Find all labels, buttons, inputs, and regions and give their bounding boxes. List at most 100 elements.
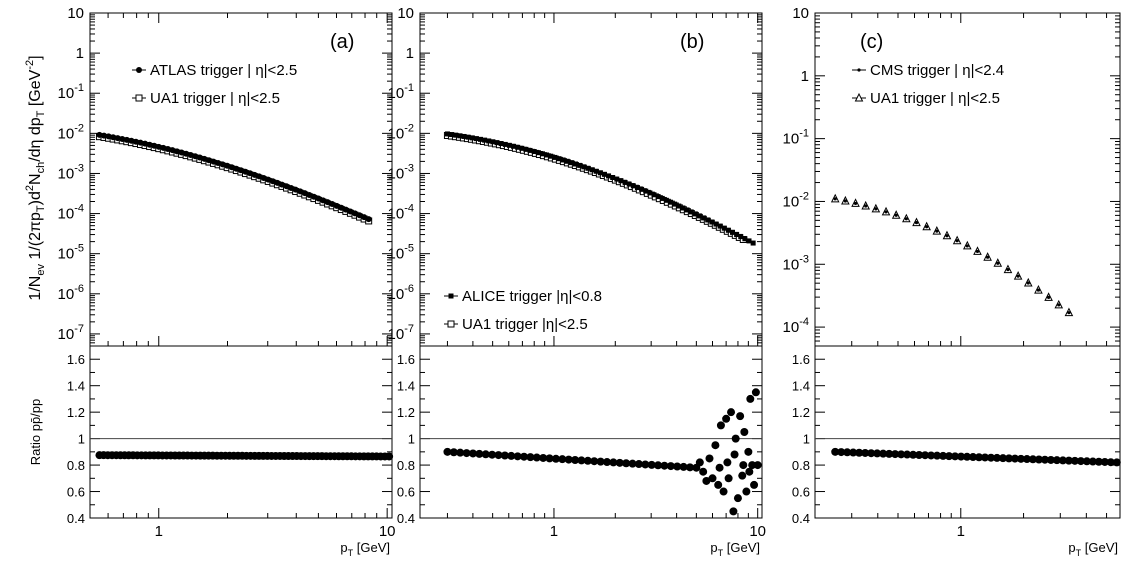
ratio-point <box>723 458 732 467</box>
data-point <box>519 145 525 151</box>
data-point <box>342 206 349 213</box>
data-point <box>132 138 139 145</box>
x-tick-label: 10 <box>749 523 766 540</box>
ratio-point <box>716 421 725 430</box>
data-point <box>833 197 837 201</box>
ratio-point <box>957 452 966 461</box>
ratio-point <box>927 451 936 460</box>
data-point <box>174 148 181 155</box>
data-point <box>750 240 756 246</box>
ratio-plot-frame <box>419 345 763 519</box>
data-point <box>283 183 290 190</box>
data-point <box>498 141 504 147</box>
ratio-point <box>507 451 516 460</box>
y-tick-label: 10-4 <box>388 203 414 223</box>
ratio-point <box>867 449 876 458</box>
y-tick-label: 1 <box>406 45 414 62</box>
data-point <box>643 188 649 194</box>
data-point <box>945 234 949 238</box>
ratio-point <box>727 408 736 417</box>
ratio-y-tick-label: 1.2 <box>792 405 810 420</box>
ratio-y-tick-label: 1.4 <box>67 379 85 394</box>
data-point <box>502 141 508 147</box>
ratio-point <box>945 452 954 461</box>
ratio-point <box>969 453 978 462</box>
data-point <box>444 131 450 137</box>
ratio-point <box>564 455 573 464</box>
data-point <box>552 154 558 160</box>
ratio-point <box>831 447 840 456</box>
ratio-y-tick-label: 0.8 <box>67 458 85 473</box>
data-point <box>457 133 463 139</box>
data-point <box>114 135 121 142</box>
data-point <box>297 188 304 195</box>
ratio-point <box>456 448 465 457</box>
y-tick-label: 1 <box>76 45 84 62</box>
ratio-series-0 <box>443 447 701 472</box>
data-point <box>288 184 295 191</box>
ratio-point <box>468 449 477 458</box>
y-tick-label: 10-3 <box>388 162 414 182</box>
ratio-point <box>622 459 631 468</box>
data-point <box>672 201 678 207</box>
y-tick-label: 10-5 <box>388 243 414 263</box>
ratio-point <box>660 461 669 470</box>
ratio-point <box>855 448 864 457</box>
data-point <box>721 225 727 231</box>
ratio-point <box>1046 455 1055 464</box>
data-point <box>365 216 372 223</box>
legend-entry: UA1 trigger | η|<2.5 <box>150 90 280 107</box>
ratio-y-tick-label: 1.4 <box>397 379 415 394</box>
data-point <box>251 171 258 178</box>
ratio-point <box>1028 455 1037 464</box>
data-point <box>688 209 694 215</box>
x-axis-title: pT [GeV] <box>1068 540 1118 558</box>
ratio-point <box>951 452 960 461</box>
ratio-point <box>520 452 529 461</box>
ratio-point <box>739 461 748 470</box>
data-point <box>853 201 858 206</box>
ratio-point <box>891 450 900 459</box>
y-tick-label: 10-3 <box>783 253 809 273</box>
ratio-point <box>750 480 759 489</box>
data-point <box>448 293 454 299</box>
data-point <box>996 261 1000 265</box>
data-point <box>975 249 980 254</box>
ratio-point <box>577 456 586 465</box>
data-point <box>146 141 153 148</box>
y-tick-label: 10-1 <box>388 82 414 102</box>
x-tick-label: 1 <box>957 523 965 540</box>
data-point <box>292 186 299 193</box>
data-point <box>680 205 686 211</box>
data-point <box>247 170 254 177</box>
ratio-plot-frame <box>814 345 1121 519</box>
y-axis-title-ratio: Ratio pp̄/pp <box>28 399 43 466</box>
data-point <box>668 199 674 205</box>
ratio-point <box>1094 457 1103 466</box>
ratio-point <box>695 458 704 467</box>
ratio-y-tick-label: 0.4 <box>792 511 810 526</box>
ratio-point <box>724 474 733 483</box>
y-tick-label: 10-4 <box>783 316 809 336</box>
data-point <box>854 92 864 102</box>
data-point <box>618 178 624 184</box>
data-point <box>465 134 471 140</box>
ratio-point <box>513 452 522 461</box>
data-point <box>630 183 636 189</box>
data-point <box>347 208 354 215</box>
ratio-point <box>488 450 497 459</box>
data-point <box>160 144 167 151</box>
ratio-point <box>861 448 870 457</box>
data-point <box>105 133 112 140</box>
data-point <box>639 186 645 192</box>
ratio-point <box>975 453 984 462</box>
ratio-point <box>745 467 754 476</box>
data-point <box>729 229 735 235</box>
data-point <box>717 223 723 229</box>
data-point <box>585 165 591 171</box>
y-tick-label: 10-6 <box>58 283 84 303</box>
ratio-point <box>981 453 990 462</box>
ratio-point <box>714 480 723 489</box>
y-tick-label: 10 <box>67 5 84 22</box>
